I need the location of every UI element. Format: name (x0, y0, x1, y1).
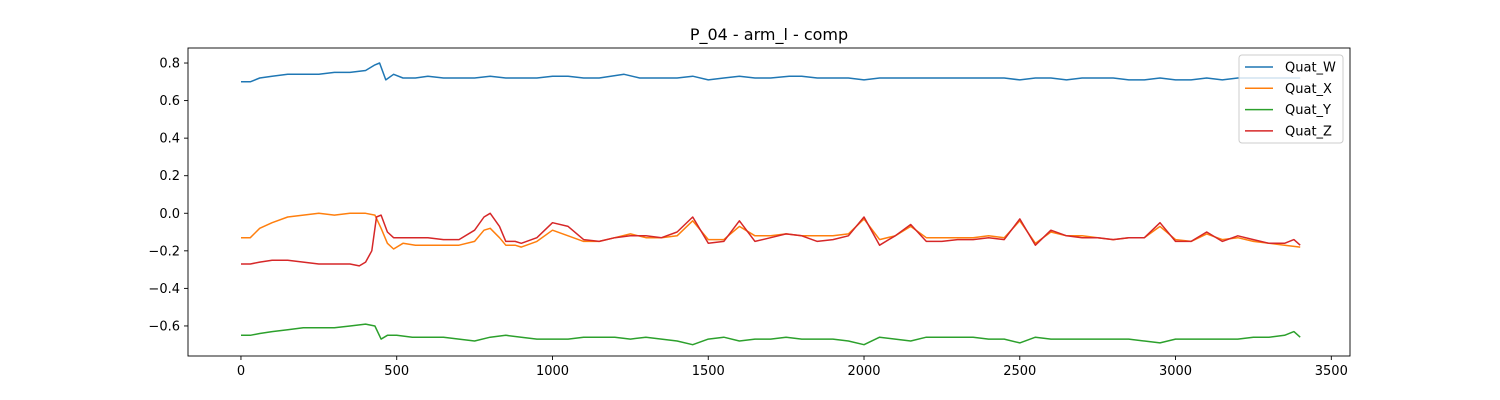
y-tick-label: 0.6 (159, 94, 180, 109)
x-tick-label: 500 (384, 364, 409, 379)
y-tick-label: −0.2 (148, 244, 180, 259)
y-tick-label: 0.0 (159, 207, 180, 222)
series-line-quat-w (241, 62, 1301, 83)
legend-item: Quat_Z (1245, 124, 1332, 139)
legend-box (1238, 54, 1344, 144)
x-tick-label: 3500 (1315, 364, 1348, 379)
y-axis: 0.8 0.6 0.4 0.2 0.0 −0.2 −0.4 −0.6 (148, 57, 188, 334)
legend-label: Quat_X (1285, 82, 1332, 97)
x-tick-label: 1000 (536, 364, 569, 379)
chart-title: P_04 - arm_l - comp (690, 25, 848, 45)
legend-label: Quat_Y (1285, 103, 1331, 118)
x-axis: 0 500 1000 1500 2000 2500 3000 3500 (237, 356, 1348, 379)
y-tick-label: −0.4 (148, 282, 180, 297)
legend-item: Quat_W (1245, 61, 1336, 76)
x-tick-label: 2500 (1003, 364, 1036, 379)
y-tick-label: −0.6 (148, 319, 180, 334)
y-tick-label: 0.4 (159, 132, 180, 147)
x-tick-label: 0 (237, 364, 245, 379)
legend-item: Quat_Y (1245, 103, 1331, 118)
legend-item: Quat_X (1245, 82, 1332, 97)
legend-label: Quat_Z (1285, 124, 1332, 139)
series-line-quat-x (241, 212, 1301, 250)
series-line-quat-y (241, 323, 1301, 346)
series-line-quat-z (241, 212, 1301, 267)
x-tick-label: 3000 (1159, 364, 1192, 379)
legend-label: Quat_W (1285, 61, 1336, 76)
legend: Quat_W Quat_X Quat_Y Quat_Z (1238, 54, 1344, 144)
x-tick-label: 1500 (692, 364, 725, 379)
plot-area (187, 47, 1351, 357)
axes-frame (187, 47, 1351, 357)
y-tick-label: 0.2 (159, 169, 180, 184)
x-tick-label: 2000 (847, 364, 880, 379)
y-tick-label: 0.8 (159, 57, 180, 72)
